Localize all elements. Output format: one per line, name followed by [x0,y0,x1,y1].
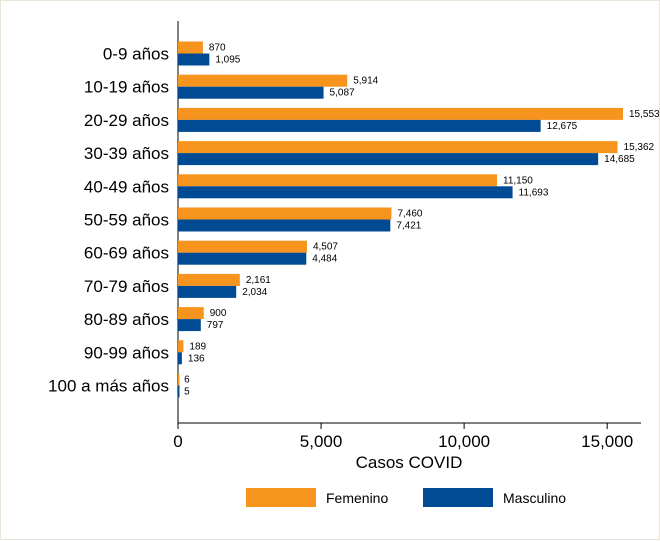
legend-label: Masculino [503,490,566,506]
bar-masculino [178,186,513,199]
bar-masculino [178,219,391,232]
category-labels-group: 0-9 años 10-19 años 20-29 años 30-39 años 40… [48,45,169,396]
bar-masculino [178,153,599,166]
value-label: 15,553 [629,109,660,120]
bar-masculino [178,352,182,365]
x-axis-title: Casos COVID [356,453,463,472]
value-label: 5,914 [353,76,378,87]
value-label: 7,421 [396,221,421,232]
value-label: 6 [184,375,190,386]
category-label: 90-99 años [84,343,169,362]
value-label: 1,095 [215,55,240,66]
value-label: 14,685 [604,154,635,165]
legend-label: Femenino [326,490,388,506]
category-label: 70-79 años [84,277,169,296]
legend-swatch [246,488,316,507]
value-label: 5,087 [330,88,355,99]
value-label: 136 [188,353,205,364]
category-label: 60-69 años [84,244,169,263]
bar-masculino [178,86,324,99]
value-label: 2,034 [242,287,267,298]
category-label: 40-49 años [84,177,169,196]
legend-item-masculino: Masculino [423,488,566,507]
x-tick-label: 10,000 [438,432,490,451]
bar-femenino [178,141,618,154]
bar-femenino [178,273,240,286]
value-label: 11,150 [503,175,533,186]
category-label: 10-19 años [84,78,169,97]
x-tick-label: 15,000 [581,432,633,451]
bar-femenino [178,74,348,87]
bar-femenino [178,107,623,120]
bar-femenino [178,174,498,187]
legend: Femenino Masculino [246,488,566,507]
bar-masculino [178,119,541,132]
bar-femenino [178,240,307,253]
value-label: 12,675 [547,121,578,132]
bar-femenino [178,41,203,54]
value-label: 4,507 [313,242,338,253]
value-label: 797 [207,320,224,331]
category-label: 80-89 años [84,310,169,329]
value-label: 189 [189,341,206,352]
bar-femenino [178,340,184,353]
x-tick-label: 5,000 [300,432,343,451]
value-label: 11,693 [519,187,549,198]
value-label: 2,161 [246,275,271,286]
bar-masculino [178,319,201,332]
bar-femenino [178,373,180,386]
bar-femenino [178,307,204,320]
category-label: 0-9 años [103,45,169,64]
bar-masculino [178,252,307,265]
x-ticks-group: 0 5,000 10,000 15,000 [173,423,633,451]
legend-item-femenino: Femenino [246,488,388,507]
value-label: 4,484 [312,254,337,265]
category-label: 100 a más años [48,377,169,396]
category-label: 20-29 años [84,111,169,130]
value-label: 7,460 [397,209,422,220]
value-label: 870 [209,43,226,54]
value-label: 5 [184,387,190,398]
bars-group [178,41,623,398]
value-label: 15,362 [624,142,655,153]
category-label: 30-39 años [84,144,169,163]
legend-swatch [423,488,493,507]
bar-masculino [178,385,180,398]
bar-masculino [178,285,237,298]
bar-masculino [178,53,210,66]
category-label: 50-59 años [84,211,169,230]
x-tick-label: 0 [173,432,182,451]
value-label: 900 [210,308,227,319]
bar-femenino [178,207,392,220]
